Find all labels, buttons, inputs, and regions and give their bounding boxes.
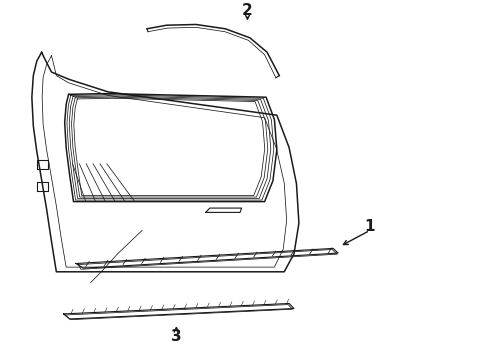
Text: 1: 1 xyxy=(365,219,375,234)
Text: 3: 3 xyxy=(171,329,182,344)
Text: 2: 2 xyxy=(242,3,253,18)
